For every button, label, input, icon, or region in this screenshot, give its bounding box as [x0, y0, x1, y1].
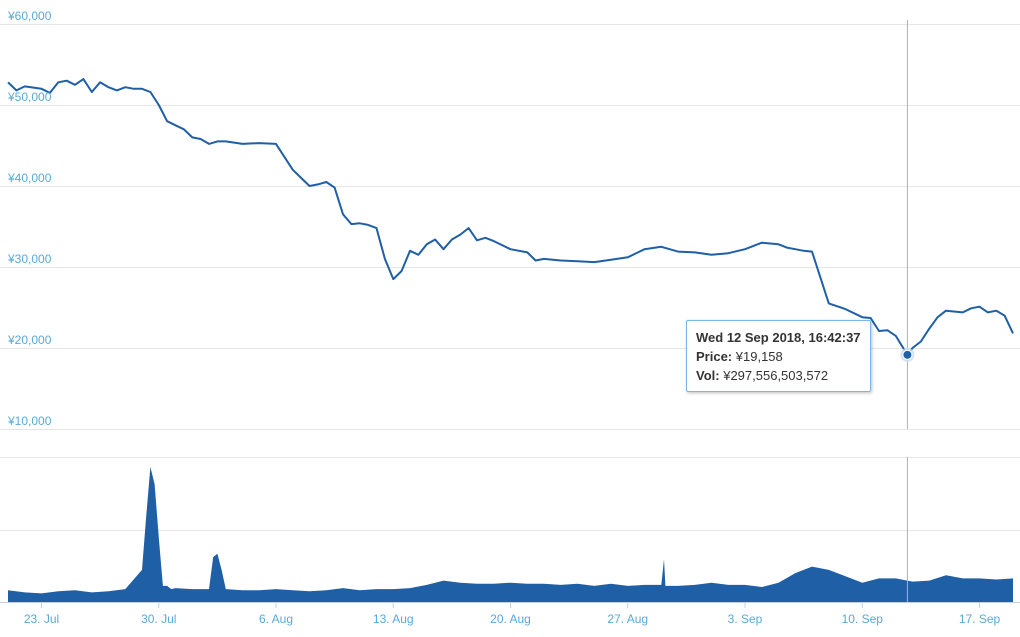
hover-marker [902, 349, 913, 360]
tooltip-price-value: ¥19,158 [735, 349, 783, 364]
x-tick-label: 6. Aug [259, 612, 293, 626]
tooltip-price-label: Price: [696, 349, 733, 364]
price-line [7, 78, 1014, 356]
x-tick-label: 3. Sep [728, 612, 763, 626]
tooltip-vol-label: Vol: [696, 368, 720, 383]
price-line-group [7, 78, 1014, 356]
crosshair-group [900, 20, 915, 602]
x-tick-label: 23. Jul [24, 612, 59, 626]
volume-area-group [8, 467, 1013, 602]
y-axis-ticks: ¥60,000 ¥50,000 ¥40,000 ¥30,000 ¥20,000 ¥10,0… [7, 9, 52, 428]
x-tick-label: 17. Sep [959, 612, 1001, 626]
volume-area [8, 467, 1013, 602]
tooltip-vol-row: Vol: ¥297,556,503,572 [696, 366, 861, 385]
x-tick-label: 10. Sep [842, 612, 884, 626]
y-tick-label: ¥60,000 [7, 9, 52, 23]
y-tick-label: ¥50,000 [7, 90, 52, 104]
tooltip-price-row: Price: ¥19,158 [696, 347, 861, 366]
y-tick-label: ¥20,000 [7, 333, 52, 347]
y-tick-label: ¥10,000 [7, 414, 52, 428]
tooltip-date: Wed 12 Sep 2018, 16:42:37 [696, 330, 861, 345]
x-tick-label: 27. Aug [607, 612, 648, 626]
x-tick-label: 13. Aug [373, 612, 414, 626]
y-tick-label: ¥30,000 [7, 252, 52, 266]
tooltip-vol-value: ¥297,556,503,572 [723, 368, 829, 383]
y-tick-label: ¥40,000 [7, 171, 52, 185]
hover-tooltip: Wed 12 Sep 2018, 16:42:37 Price: ¥19,158… [686, 320, 871, 392]
x-tick-label: 30. Jul [141, 612, 176, 626]
x-axis-ticks: 23. Jul 30. Jul 6. Aug 13. Aug 20. Aug 27. Au… [24, 602, 1001, 626]
x-tick-label: 20. Aug [490, 612, 531, 626]
